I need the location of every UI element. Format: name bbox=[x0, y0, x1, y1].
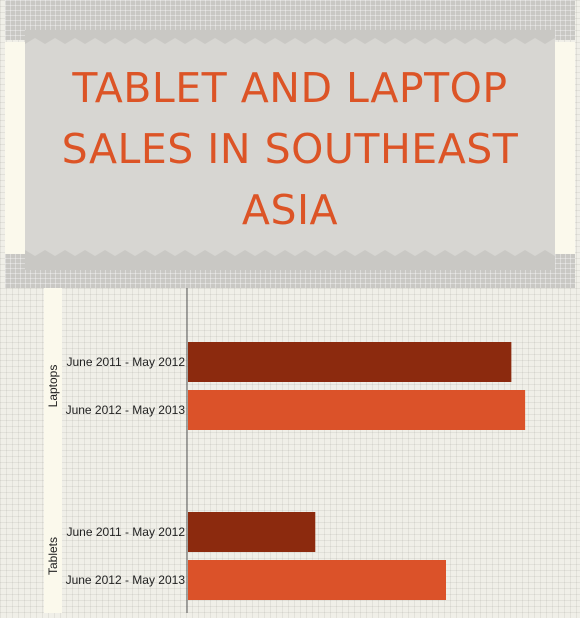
category-label-laptops-1: June 2011 - May 2012 bbox=[66, 355, 185, 369]
bar-chart: Laptops June 2011 - May 2012 June 2012 - M… bbox=[46, 288, 526, 613]
chart-title: TABLET AND LAPTOP SALES IN SOUTHEAST ASI… bbox=[61, 63, 519, 234]
zigzag-top-edge bbox=[25, 30, 555, 44]
group-label-strip bbox=[44, 288, 62, 613]
zigzag-bottom-edge bbox=[25, 250, 555, 270]
group-label-laptops: Laptops bbox=[46, 365, 60, 408]
bar-tablets-2 bbox=[188, 560, 446, 600]
category-label-laptops-2: June 2012 - May 2013 bbox=[66, 403, 186, 417]
banner-right-panel bbox=[555, 42, 575, 254]
group-label-tablets: Tablets bbox=[46, 537, 60, 575]
bar-laptops-1 bbox=[188, 342, 512, 382]
bar-laptops-2 bbox=[188, 390, 526, 430]
category-label-tablets-2: June 2012 - May 2013 bbox=[66, 573, 186, 587]
category-label-tablets-1: June 2011 - May 2012 bbox=[66, 525, 185, 539]
bar-tablets-1 bbox=[188, 512, 316, 552]
title-banner: TABLET AND LAPTOP SALES IN SOUTHEAST ASI… bbox=[0, 0, 580, 288]
banner-left-panel bbox=[5, 42, 25, 254]
banner-body: TABLET AND LAPTOP SALES IN SOUTHEAST ASI… bbox=[25, 38, 555, 260]
banner-zigzag-edges bbox=[25, 30, 555, 270]
